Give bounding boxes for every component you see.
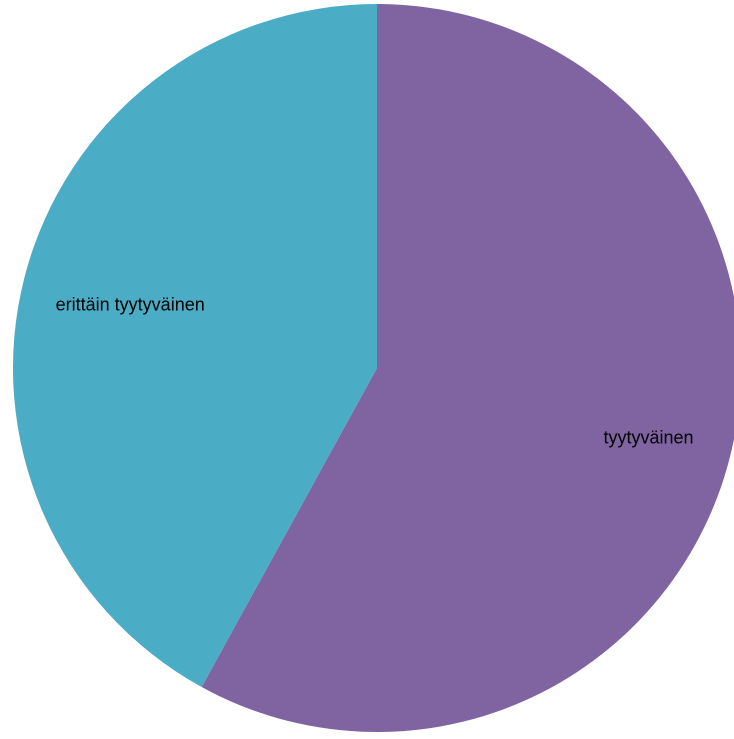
pie-labels: tyytyväinen erittäin tyytyväinen: [56, 295, 694, 448]
pie-slice-1: [201, 4, 734, 732]
slice-label-1: tyytyväinen: [603, 428, 693, 448]
slice-label-2: erittäin tyytyväinen: [56, 295, 205, 315]
pie-slice-2: [12, 4, 377, 687]
pie-slices: [12, 4, 734, 732]
